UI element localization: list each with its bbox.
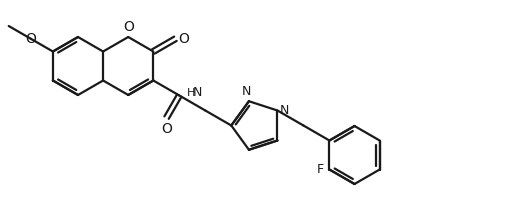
Text: H: H [187, 88, 195, 98]
Text: N: N [279, 104, 288, 117]
Text: O: O [161, 122, 172, 136]
Text: O: O [123, 20, 133, 34]
Text: N: N [242, 85, 251, 98]
Text: N: N [192, 86, 202, 99]
Text: F: F [316, 163, 323, 176]
Text: O: O [178, 32, 189, 46]
Text: O: O [25, 32, 36, 46]
